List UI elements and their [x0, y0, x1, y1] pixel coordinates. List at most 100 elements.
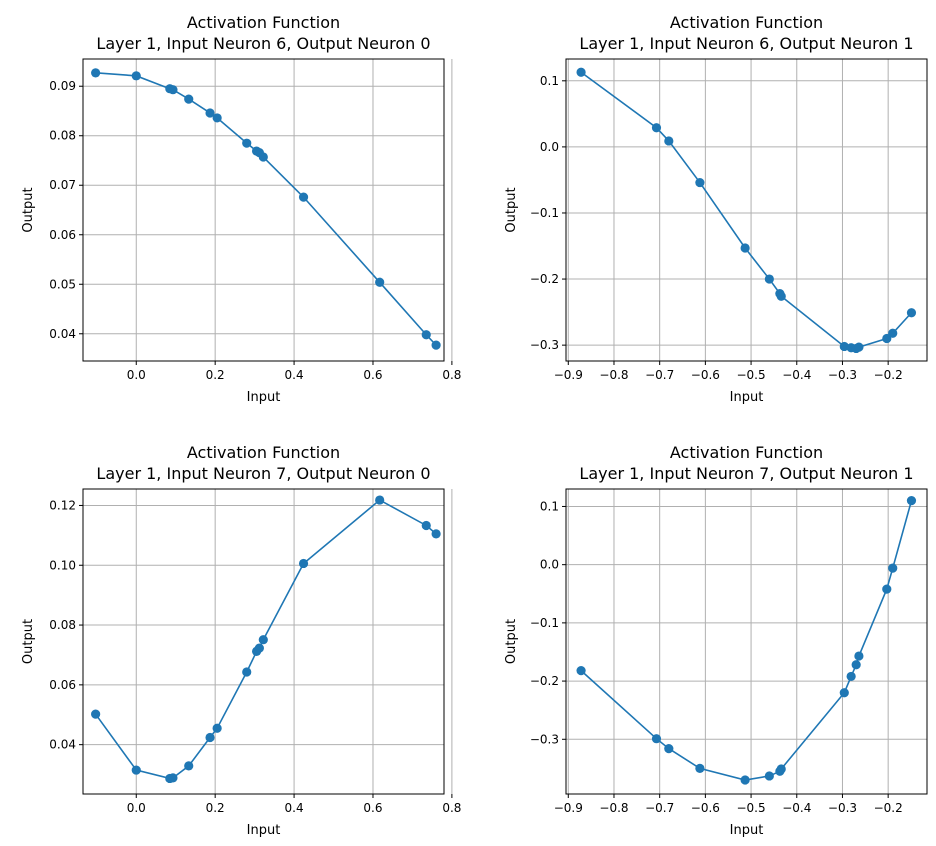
y-tick-label: 0.07 [49, 178, 76, 192]
data-point [776, 291, 786, 301]
data-point [421, 330, 431, 340]
data-point [91, 709, 101, 719]
x-tick-label: −0.2 [874, 368, 903, 382]
x-tick-label: 0.6 [363, 801, 382, 815]
y-tick-label: −0.2 [530, 674, 559, 688]
data-point [576, 666, 586, 676]
axes-frame [82, 58, 445, 362]
x-tick-label: −0.8 [599, 801, 628, 815]
data-point [298, 558, 309, 569]
data-point [740, 243, 750, 253]
data-point [184, 94, 194, 104]
data-point [184, 761, 194, 771]
x-axis-label: Input [247, 390, 281, 405]
y-tick-label: −0.3 [530, 732, 559, 746]
series-line [580, 500, 913, 781]
x-tick-label: −0.4 [782, 368, 811, 382]
data-point [888, 328, 898, 338]
x-tick-label: −0.7 [645, 368, 674, 382]
data-point [854, 342, 864, 352]
x-tick-label: 0.6 [363, 368, 382, 382]
y-tick-label: 0.08 [49, 618, 76, 632]
chart-title: Activation Function [187, 443, 340, 462]
y-axis-label: Output [504, 187, 519, 232]
x-tick-label: −0.4 [782, 801, 811, 815]
data-point [205, 108, 215, 118]
data-point [740, 775, 750, 785]
x-tick-label: 0.0 [127, 368, 146, 382]
data-point [888, 563, 898, 573]
axes-frame [565, 58, 928, 362]
series-line [580, 71, 913, 350]
data-point [91, 68, 101, 78]
y-tick-label: −0.3 [530, 338, 559, 352]
x-tick-label: −0.6 [691, 801, 720, 815]
y-tick-label: 0.04 [49, 327, 76, 341]
data-point [242, 138, 252, 148]
x-tick-label: −0.9 [554, 801, 583, 815]
chart-subtitle: Layer 1, Input Neuron 6, Output Neuron 1 [579, 34, 913, 53]
data-point [131, 71, 141, 81]
y-tick-label: −0.2 [530, 272, 559, 286]
y-tick-label: 0.10 [49, 558, 76, 572]
chart-title: Activation Function [670, 13, 823, 32]
x-tick-label: 0.2 [206, 801, 225, 815]
data-point [258, 152, 268, 162]
data-point [205, 732, 215, 743]
data-point [664, 743, 674, 754]
x-tick-label: 0.0 [127, 801, 146, 815]
y-tick-label: 0.09 [49, 79, 76, 93]
subplot-neuron7-out1: −0.9 −0.8 −0.7 −0.6 −0.5 −0.4 −0.3 −0.2 −0.3 −0.2… [504, 443, 928, 838]
data-point [854, 651, 864, 661]
data-point [576, 67, 586, 77]
x-tick-label: 0.4 [285, 801, 304, 815]
x-tick-label: −0.3 [828, 368, 857, 382]
data-point [695, 763, 705, 773]
x-tick-label: 0.4 [285, 368, 304, 382]
data-point [258, 635, 268, 645]
y-tick-label: 0.1 [540, 74, 559, 88]
data-point [168, 773, 178, 783]
y-tick-label: 0.06 [49, 228, 76, 242]
x-tick-label: −0.3 [828, 801, 857, 815]
y-axis-label: Output [21, 619, 36, 664]
chart-title: Activation Function [670, 443, 823, 462]
data-point [298, 192, 309, 202]
data-point [882, 333, 892, 344]
y-tick-label: 0.08 [49, 129, 76, 143]
data-point [431, 340, 441, 350]
x-tick-label: −0.2 [874, 801, 903, 815]
y-tick-label: 0.12 [49, 498, 76, 512]
data-point [254, 643, 264, 653]
data-point [764, 771, 774, 781]
data-point [242, 667, 252, 677]
axes-frame [82, 488, 445, 795]
y-tick-label: 0.04 [49, 738, 76, 752]
x-tick-label: −0.6 [691, 368, 720, 382]
data-point [882, 584, 892, 594]
data-point [421, 520, 431, 531]
y-tick-label: 0.0 [540, 140, 559, 154]
x-axis-label: Input [730, 390, 764, 405]
data-point [776, 764, 786, 774]
x-axis-label: Input [247, 823, 281, 838]
subplot-neuron6-out1: −0.9 −0.8 −0.7 −0.6 −0.5 −0.4 −0.3 −0.2 −0.3 −0.2… [504, 13, 928, 405]
y-tick-label: 0.05 [49, 277, 76, 291]
data-point [212, 723, 222, 733]
y-tick-label: 0.06 [49, 678, 76, 692]
data-point [168, 85, 178, 95]
data-point [839, 688, 849, 698]
y-tick-label: −0.1 [530, 206, 559, 220]
chart-title: Activation Function [187, 13, 340, 32]
chart-subtitle: Layer 1, Input Neuron 6, Output Neuron 0 [96, 34, 430, 53]
data-point [375, 495, 385, 505]
x-axis-label: Input [730, 823, 764, 838]
x-tick-label: −0.9 [554, 368, 583, 382]
subplot-neuron7-out0: 0.0 0.2 0.4 0.6 0.8 0.04 0.06 0.08 0.10 0.12 Activ… [21, 443, 461, 838]
x-tick-label: −0.7 [645, 801, 674, 815]
data-point [664, 136, 674, 146]
chart-subtitle: Layer 1, Input Neuron 7, Output Neuron 1 [579, 464, 913, 483]
axes-frame [565, 488, 928, 795]
data-point [131, 765, 141, 775]
